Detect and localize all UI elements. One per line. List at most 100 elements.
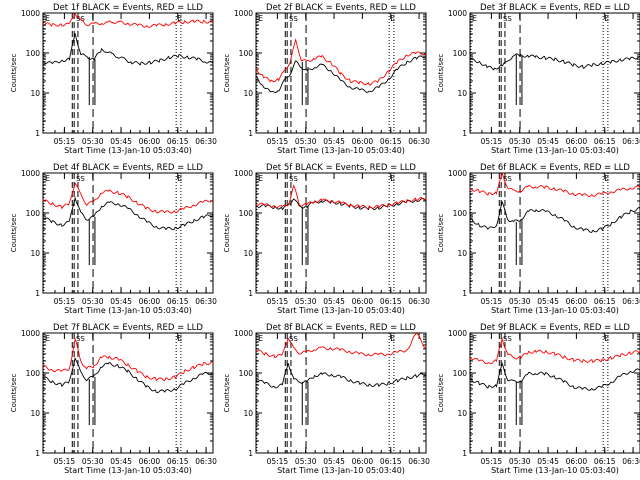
x-axis-label: Start Time (13-Jan-10 05:03:40) xyxy=(491,466,619,475)
y-tick-label: 1000 xyxy=(21,329,40,338)
y-tick-label: 100 xyxy=(453,49,468,58)
flag-start-label: E xyxy=(258,174,263,183)
x-tick-label: 05:30 xyxy=(509,297,531,306)
x-tick-label: 05:45 xyxy=(110,457,132,466)
flag-end-label: E xyxy=(604,174,609,183)
y-axis-label: Counts/sec xyxy=(437,374,445,413)
x-axis-label: Start Time (13-Jan-10 05:03:40) xyxy=(277,146,405,155)
x-tick-label: 05:30 xyxy=(295,297,317,306)
y-axis-label: Counts/sec xyxy=(437,54,445,93)
x-tick-label: 06:15 xyxy=(594,297,616,306)
y-tick-label: 10 xyxy=(457,249,467,258)
series-events-line xyxy=(255,197,427,211)
x-tick-label: 05:45 xyxy=(110,137,132,146)
panel-title: Det 1f BLACK = Events, RED = LLD xyxy=(53,3,203,13)
flag-cluster-label: SS xyxy=(76,335,85,343)
x-tick-label: 05:15 xyxy=(481,137,503,146)
x-tick-label: 05:15 xyxy=(54,297,76,306)
y-axis-label: Counts/sec xyxy=(10,374,18,413)
x-tick-label: 05:45 xyxy=(323,297,345,306)
y-tick-label: 1 xyxy=(248,449,253,458)
x-tick-label: 05:30 xyxy=(509,137,531,146)
plot-frame xyxy=(42,172,214,294)
x-tick-label: 05:45 xyxy=(110,297,132,306)
plot-frame xyxy=(255,332,427,454)
y-tick-label: 100 xyxy=(239,369,254,378)
flag-end-label: E xyxy=(177,14,182,23)
plot-frame xyxy=(255,12,427,134)
flag-cluster-label: SS xyxy=(289,15,298,23)
x-tick-label: 05:30 xyxy=(82,137,104,146)
flag-end-label: E xyxy=(177,174,182,183)
panel-det-1: Det 1f BLACK = Events, RED = LLD 1 10 100 10… xyxy=(10,3,217,155)
x-tick-label: 06:00 xyxy=(139,297,161,306)
x-tick-label: 06:00 xyxy=(352,137,374,146)
y-axis-label: Counts/sec xyxy=(223,54,231,93)
y-axis-label: Counts/sec xyxy=(10,214,18,253)
plot-frame xyxy=(469,172,640,294)
x-tick-label: 06:30 xyxy=(408,137,430,146)
flag-end-label: E xyxy=(604,14,609,23)
x-tick-label: 05:30 xyxy=(295,137,317,146)
x-tick-label: 05:30 xyxy=(82,457,104,466)
panel-title: Det 8f BLACK = Events, RED = LLD xyxy=(266,323,416,333)
panel-det-7: Det 7f BLACK = Events, RED = LLD 1 10 100 10… xyxy=(10,323,217,475)
x-tick-label: 06:15 xyxy=(380,297,402,306)
y-tick-label: 100 xyxy=(453,369,468,378)
flag-end-label: E xyxy=(177,334,182,343)
series-lld-line xyxy=(469,172,640,197)
flag-cluster-label: SS xyxy=(289,175,298,183)
x-tick-label: 06:00 xyxy=(566,297,588,306)
y-tick-label: 100 xyxy=(26,49,41,58)
series-events-line xyxy=(469,361,640,391)
y-tick-label: 1 xyxy=(462,129,467,138)
y-tick-label: 1000 xyxy=(21,9,40,18)
y-tick-label: 10 xyxy=(243,249,253,258)
x-tick-label: 05:15 xyxy=(267,137,289,146)
y-tick-label: 1000 xyxy=(234,169,253,178)
y-tick-label: 100 xyxy=(26,209,41,218)
y-tick-label: 100 xyxy=(239,49,254,58)
x-tick-label: 05:15 xyxy=(267,297,289,306)
panel-title: Det 7f BLACK = Events, RED = LLD xyxy=(53,323,203,333)
x-tick-label: 06:30 xyxy=(622,297,640,306)
x-tick-label: 05:30 xyxy=(82,297,104,306)
panel-det-3: Det 3f BLACK = Events, RED = LLD 1 10 100 10… xyxy=(437,3,640,155)
y-tick-label: 10 xyxy=(457,409,467,418)
y-tick-label: 1000 xyxy=(448,329,467,338)
flag-start-label: E xyxy=(45,14,50,23)
y-tick-label: 1000 xyxy=(448,169,467,178)
y-tick-label: 10 xyxy=(457,89,467,98)
plot-frame xyxy=(255,172,427,294)
x-tick-label: 05:15 xyxy=(54,457,76,466)
panel-det-9: Det 9f BLACK = Events, RED = LLD 1 10 100 10… xyxy=(437,323,640,475)
x-tick-label: 05:30 xyxy=(509,457,531,466)
y-axis-label: Counts/sec xyxy=(223,214,231,253)
series-lld-line xyxy=(469,337,640,365)
flag-start-label: E xyxy=(258,14,263,23)
flag-end-label: E xyxy=(390,174,395,183)
x-tick-label: 06:15 xyxy=(167,457,189,466)
flag-start-label: E xyxy=(472,14,477,23)
flag-start-label: E xyxy=(258,334,263,343)
series-lld-line xyxy=(255,332,427,359)
flag-end-label: E xyxy=(604,334,609,343)
panel-det-8: Det 8f BLACK = Events, RED = LLD 1 10 100 10… xyxy=(223,323,430,475)
flag-cluster-label: SS xyxy=(289,335,298,343)
plot-frame xyxy=(42,12,214,134)
x-tick-label: 05:15 xyxy=(267,457,289,466)
x-tick-label: 06:30 xyxy=(195,137,217,146)
y-tick-label: 1000 xyxy=(448,9,467,18)
series-lld-line xyxy=(255,37,427,86)
panel-title: Det 6f BLACK = Events, RED = LLD xyxy=(480,163,630,173)
flag-end-label: E xyxy=(390,14,395,23)
x-tick-label: 06:15 xyxy=(380,137,402,146)
panel-title: Det 9f BLACK = Events, RED = LLD xyxy=(480,323,630,333)
y-axis-label: Counts/sec xyxy=(437,214,445,253)
x-tick-label: 05:45 xyxy=(323,137,345,146)
y-tick-label: 1 xyxy=(35,449,40,458)
y-tick-label: 100 xyxy=(453,209,468,218)
plot-frame xyxy=(469,332,640,454)
x-tick-label: 06:30 xyxy=(195,297,217,306)
flag-start-label: E xyxy=(45,334,50,343)
